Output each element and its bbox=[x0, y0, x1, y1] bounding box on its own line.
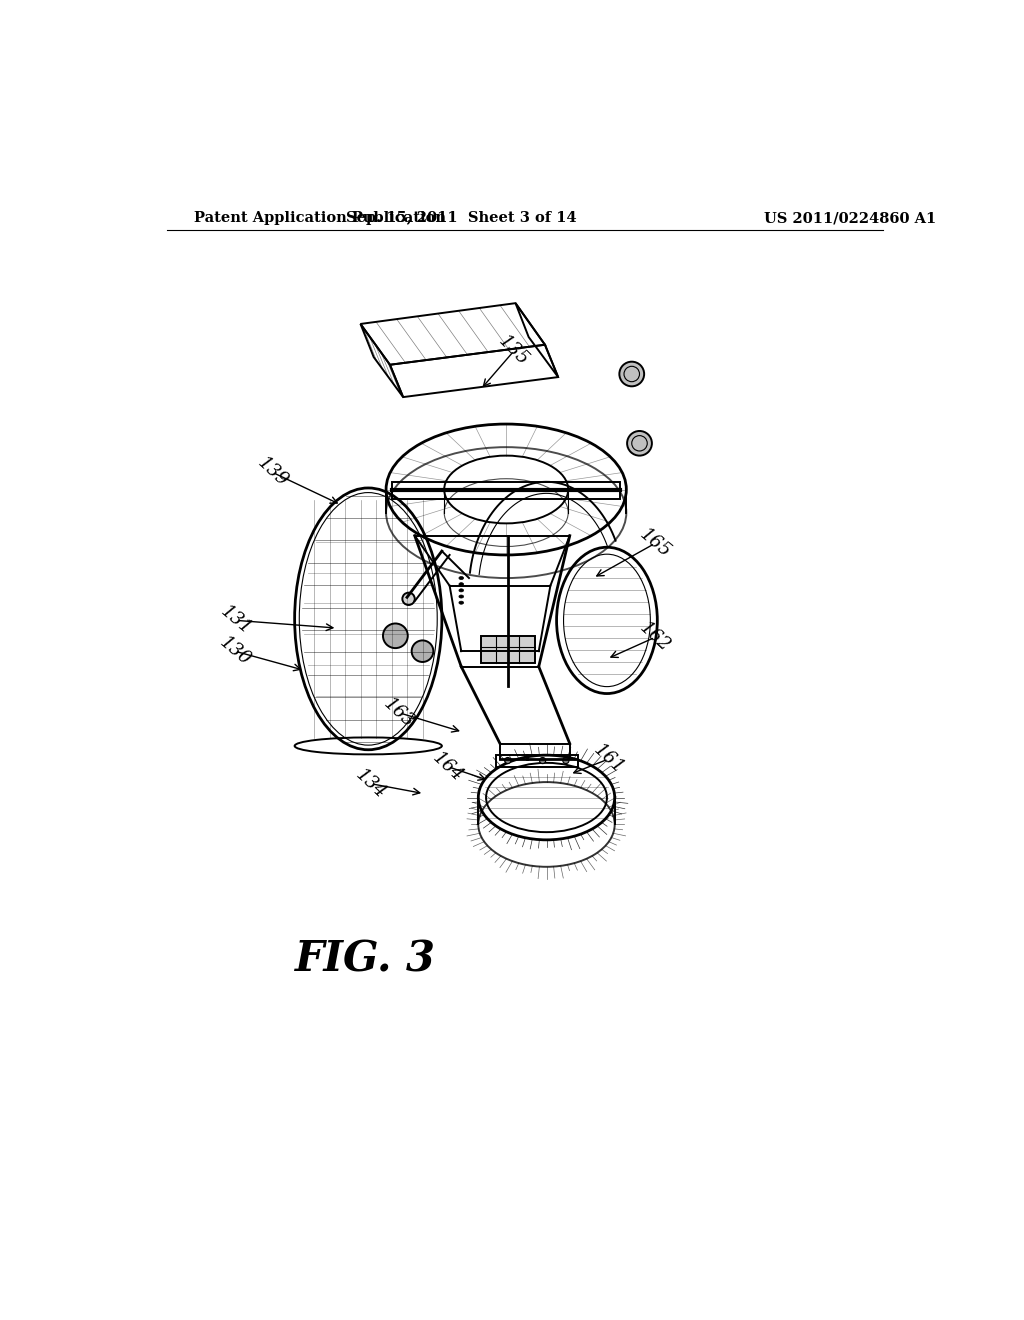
Ellipse shape bbox=[459, 582, 464, 586]
Text: 130: 130 bbox=[216, 634, 254, 669]
Ellipse shape bbox=[459, 595, 464, 598]
Ellipse shape bbox=[459, 589, 464, 591]
Ellipse shape bbox=[505, 758, 511, 763]
Ellipse shape bbox=[459, 601, 464, 605]
Text: 135: 135 bbox=[496, 333, 532, 370]
Ellipse shape bbox=[620, 362, 644, 387]
Text: 163: 163 bbox=[381, 694, 418, 731]
Text: 131: 131 bbox=[217, 602, 256, 639]
Ellipse shape bbox=[402, 593, 415, 605]
Ellipse shape bbox=[383, 623, 408, 648]
Ellipse shape bbox=[563, 758, 569, 763]
Text: Sep. 15, 2011  Sheet 3 of 14: Sep. 15, 2011 Sheet 3 of 14 bbox=[346, 211, 577, 226]
Ellipse shape bbox=[627, 430, 652, 455]
Text: 134: 134 bbox=[352, 766, 389, 803]
Text: 161: 161 bbox=[590, 741, 628, 777]
Text: US 2011/0224860 A1: US 2011/0224860 A1 bbox=[764, 211, 936, 226]
Text: 162: 162 bbox=[636, 619, 674, 656]
Text: 164: 164 bbox=[429, 748, 467, 785]
Ellipse shape bbox=[540, 758, 546, 763]
Text: Patent Application Publication: Patent Application Publication bbox=[194, 211, 445, 226]
Text: 165: 165 bbox=[636, 525, 674, 561]
Text: FIG. 3: FIG. 3 bbox=[295, 939, 435, 981]
Ellipse shape bbox=[459, 577, 464, 579]
Text: 139: 139 bbox=[254, 454, 292, 491]
Ellipse shape bbox=[412, 640, 433, 663]
Polygon shape bbox=[480, 636, 535, 663]
